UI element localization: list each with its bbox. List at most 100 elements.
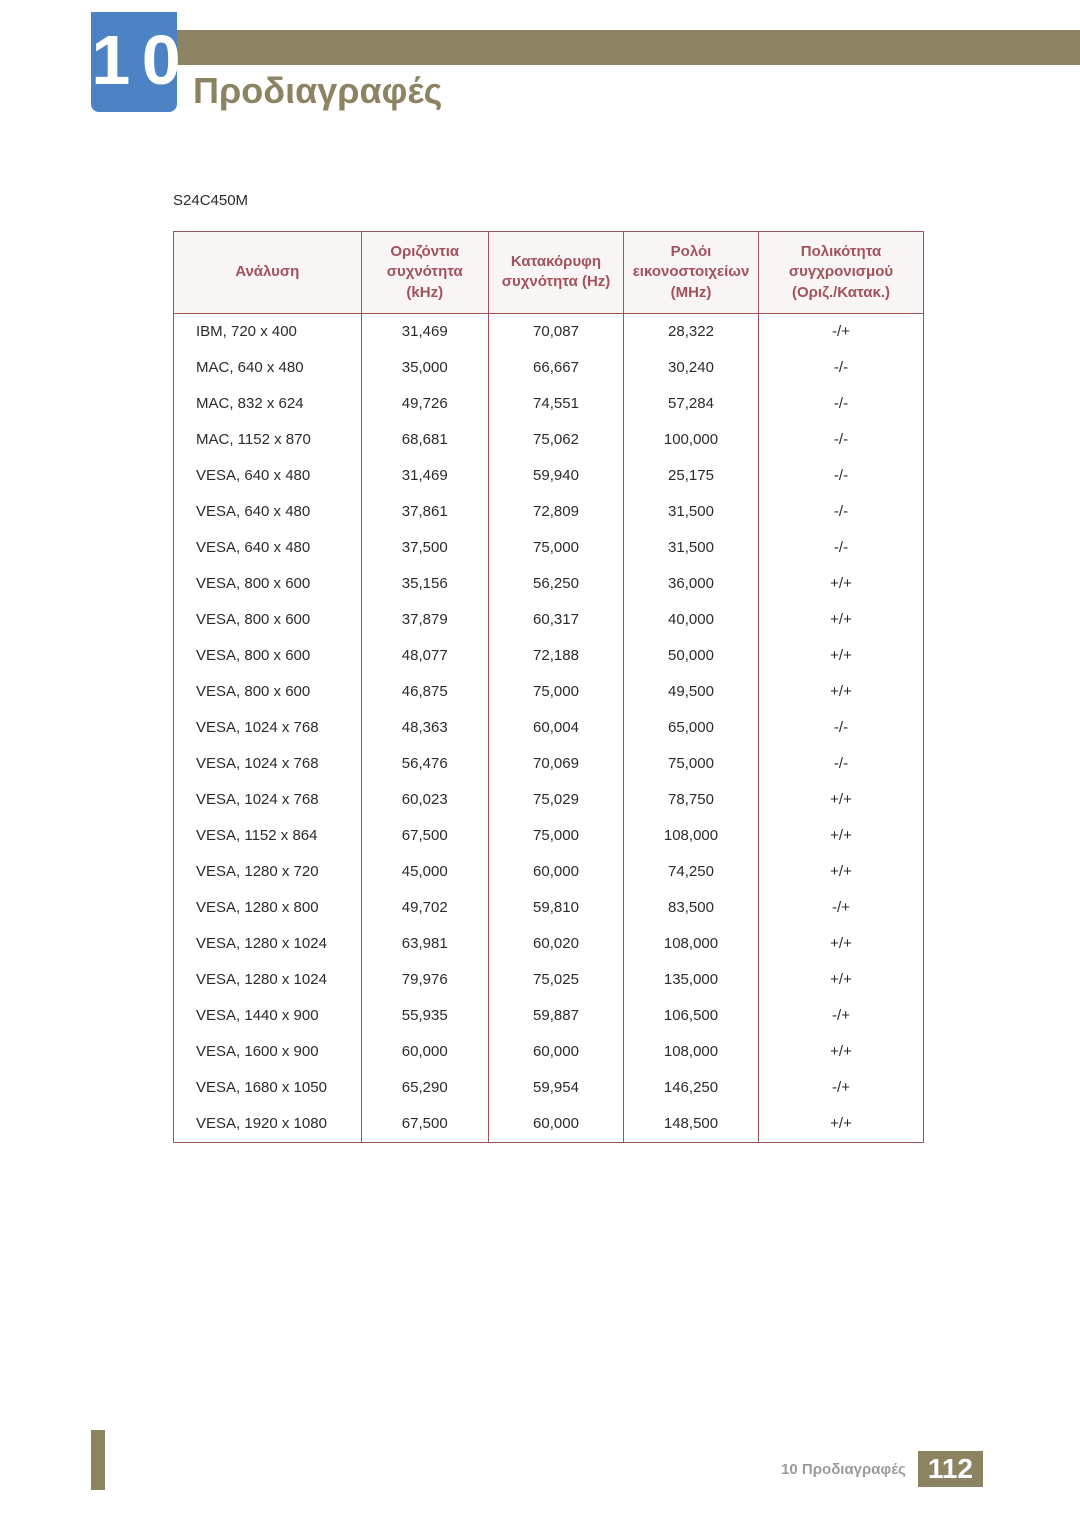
cell-polarity: -/- <box>759 422 924 458</box>
cell-polarity: -/+ <box>759 313 924 350</box>
cell-pixel-clock: 50,000 <box>624 638 759 674</box>
cell-hfreq: 65,290 <box>361 1070 489 1106</box>
cell-hfreq: 48,077 <box>361 638 489 674</box>
table-row: MAC, 1152 x 87068,68175,062100,000-/- <box>174 422 924 458</box>
col-pixel-clock: Ρολόι εικονοστοιχείων (MHz) <box>624 232 759 314</box>
cell-polarity: -/- <box>759 746 924 782</box>
cell-hfreq: 67,500 <box>361 818 489 854</box>
cell-pixel-clock: 28,322 <box>624 313 759 350</box>
table-row: VESA, 1920 x 108067,50060,000148,500+/+ <box>174 1106 924 1143</box>
table-row: VESA, 640 x 48031,46959,94025,175-/- <box>174 458 924 494</box>
cell-polarity: -/- <box>759 386 924 422</box>
cell-resolution: VESA, 1600 x 900 <box>174 1034 362 1070</box>
cell-vfreq: 74,551 <box>489 386 624 422</box>
cell-polarity: -/- <box>759 494 924 530</box>
cell-pixel-clock: 25,175 <box>624 458 759 494</box>
cell-hfreq: 37,500 <box>361 530 489 566</box>
top-header-band <box>91 30 1080 65</box>
cell-vfreq: 56,250 <box>489 566 624 602</box>
cell-hfreq: 35,000 <box>361 350 489 386</box>
cell-hfreq: 68,681 <box>361 422 489 458</box>
table-row: VESA, 640 x 48037,86172,80931,500-/- <box>174 494 924 530</box>
cell-resolution: MAC, 640 x 480 <box>174 350 362 386</box>
cell-resolution: VESA, 800 x 600 <box>174 566 362 602</box>
cell-hfreq: 67,500 <box>361 1106 489 1143</box>
table-row: VESA, 800 x 60048,07772,18850,000+/+ <box>174 638 924 674</box>
col-vfreq: Κατακόρυφη συχνότητα (Hz) <box>489 232 624 314</box>
col-polarity: Πολικότητα συγχρονισμού (Οριζ./Κατακ.) <box>759 232 924 314</box>
cell-resolution: VESA, 800 x 600 <box>174 638 362 674</box>
content-area: S24C450M Ανάλυση Οριζόντια συχνότητα (kH… <box>173 192 924 1143</box>
cell-vfreq: 70,087 <box>489 313 624 350</box>
table-row: MAC, 832 x 62449,72674,55157,284-/- <box>174 386 924 422</box>
cell-resolution: VESA, 640 x 480 <box>174 458 362 494</box>
cell-polarity: +/+ <box>759 818 924 854</box>
cell-pixel-clock: 57,284 <box>624 386 759 422</box>
cell-resolution: VESA, 1024 x 768 <box>174 782 362 818</box>
cell-resolution: VESA, 1440 x 900 <box>174 998 362 1034</box>
cell-pixel-clock: 75,000 <box>624 746 759 782</box>
cell-vfreq: 59,940 <box>489 458 624 494</box>
cell-vfreq: 75,025 <box>489 962 624 998</box>
table-row: VESA, 800 x 60035,15656,25036,000+/+ <box>174 566 924 602</box>
cell-pixel-clock: 146,250 <box>624 1070 759 1106</box>
cell-pixel-clock: 49,500 <box>624 674 759 710</box>
cell-resolution: VESA, 1024 x 768 <box>174 746 362 782</box>
cell-vfreq: 60,000 <box>489 1106 624 1143</box>
table-row: VESA, 1600 x 90060,00060,000108,000+/+ <box>174 1034 924 1070</box>
table-row: VESA, 1024 x 76856,47670,06975,000-/- <box>174 746 924 782</box>
cell-pixel-clock: 83,500 <box>624 890 759 926</box>
table-row: VESA, 1280 x 102463,98160,020108,000+/+ <box>174 926 924 962</box>
cell-pixel-clock: 148,500 <box>624 1106 759 1143</box>
cell-vfreq: 60,317 <box>489 602 624 638</box>
cell-pixel-clock: 78,750 <box>624 782 759 818</box>
table-row: VESA, 1440 x 90055,93559,887106,500-/+ <box>174 998 924 1034</box>
cell-polarity: +/+ <box>759 854 924 890</box>
cell-pixel-clock: 30,240 <box>624 350 759 386</box>
table-row: VESA, 1152 x 86467,50075,000108,000+/+ <box>174 818 924 854</box>
cell-polarity: +/+ <box>759 638 924 674</box>
cell-resolution: IBM, 720 x 400 <box>174 313 362 350</box>
cell-resolution: VESA, 1024 x 768 <box>174 710 362 746</box>
cell-vfreq: 75,062 <box>489 422 624 458</box>
cell-hfreq: 49,726 <box>361 386 489 422</box>
cell-resolution: VESA, 1680 x 1050 <box>174 1070 362 1106</box>
chapter-number-badge: 1 0 <box>91 12 177 112</box>
cell-polarity: +/+ <box>759 926 924 962</box>
cell-resolution: VESA, 1280 x 720 <box>174 854 362 890</box>
table-row: VESA, 1024 x 76848,36360,00465,000-/- <box>174 710 924 746</box>
cell-hfreq: 49,702 <box>361 890 489 926</box>
table-row: IBM, 720 x 40031,46970,08728,322-/+ <box>174 313 924 350</box>
cell-pixel-clock: 108,000 <box>624 1034 759 1070</box>
page-number: 112 <box>918 1451 983 1487</box>
cell-resolution: VESA, 1280 x 800 <box>174 890 362 926</box>
cell-vfreq: 60,020 <box>489 926 624 962</box>
cell-hfreq: 35,156 <box>361 566 489 602</box>
cell-vfreq: 72,809 <box>489 494 624 530</box>
cell-hfreq: 79,976 <box>361 962 489 998</box>
table-row: VESA, 800 x 60046,87575,00049,500+/+ <box>174 674 924 710</box>
cell-pixel-clock: 135,000 <box>624 962 759 998</box>
cell-hfreq: 60,023 <box>361 782 489 818</box>
col-resolution: Ανάλυση <box>174 232 362 314</box>
cell-resolution: MAC, 832 x 624 <box>174 386 362 422</box>
cell-hfreq: 48,363 <box>361 710 489 746</box>
footer: 10 Προδιαγραφές 112 <box>781 1451 983 1487</box>
spec-table: Ανάλυση Οριζόντια συχνότητα (kHz) Κατακό… <box>173 231 924 1143</box>
page-title: Προδιαγραφές <box>193 70 442 112</box>
cell-vfreq: 70,069 <box>489 746 624 782</box>
cell-hfreq: 46,875 <box>361 674 489 710</box>
cell-pixel-clock: 36,000 <box>624 566 759 602</box>
cell-pixel-clock: 108,000 <box>624 818 759 854</box>
col-hfreq: Οριζόντια συχνότητα (kHz) <box>361 232 489 314</box>
table-row: MAC, 640 x 48035,00066,66730,240-/- <box>174 350 924 386</box>
cell-vfreq: 75,000 <box>489 674 624 710</box>
cell-vfreq: 59,887 <box>489 998 624 1034</box>
cell-vfreq: 75,029 <box>489 782 624 818</box>
cell-resolution: MAC, 1152 x 870 <box>174 422 362 458</box>
cell-vfreq: 72,188 <box>489 638 624 674</box>
table-row: VESA, 1280 x 72045,00060,00074,250+/+ <box>174 854 924 890</box>
cell-polarity: -/- <box>759 350 924 386</box>
cell-polarity: +/+ <box>759 674 924 710</box>
cell-pixel-clock: 31,500 <box>624 494 759 530</box>
